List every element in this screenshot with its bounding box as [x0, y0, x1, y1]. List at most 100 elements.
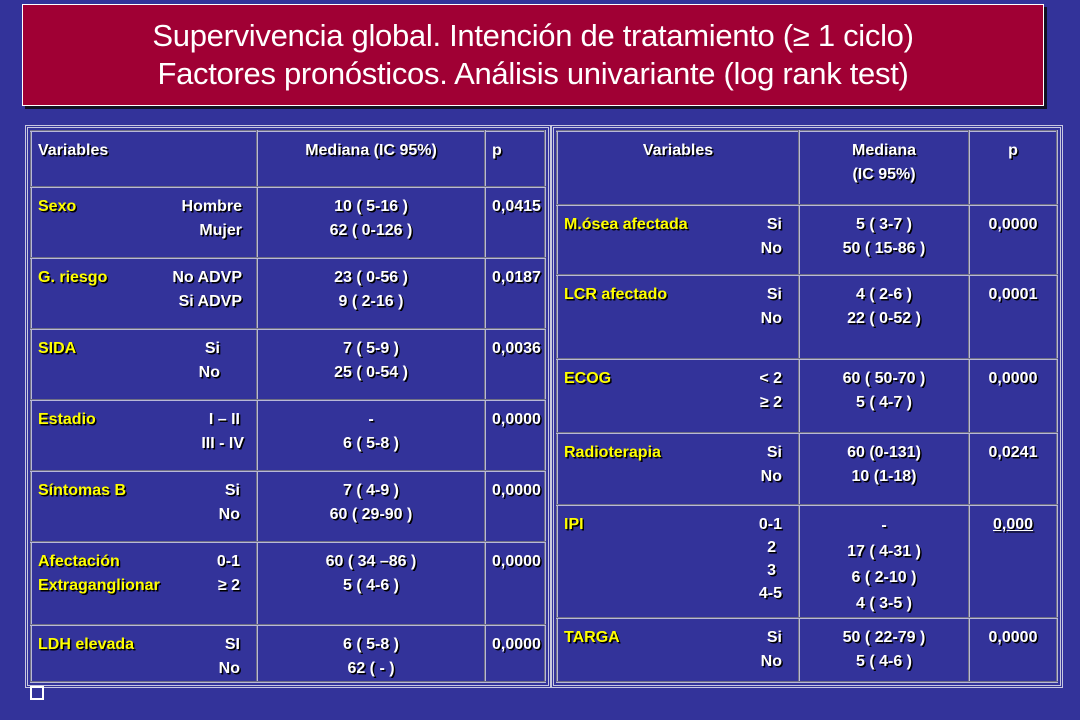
p-value: 0,0241 — [968, 432, 1058, 506]
table-row: TARGA Si No 50 ( 22-79 ) 5 ( 4-6 ) 0,0000 — [556, 617, 1058, 683]
row-label: Sexo — [38, 198, 77, 215]
title-line-2: Factores pronósticos. Análisis univarian… — [157, 56, 909, 91]
row-category: 4-5 — [758, 585, 782, 602]
p-value: 0,000 — [968, 504, 1058, 619]
p-value: 0,0415 — [484, 186, 546, 259]
table-row: Síntomas B Si No 7 ( 4-9 ) 60 ( 29-90 ) 0,… — [30, 470, 546, 543]
row-category: Si — [766, 216, 782, 233]
header-median: Mediana — [851, 142, 916, 159]
median-value: 4 ( 2-6 ) — [855, 286, 912, 303]
table-row: Sexo Hombre Mujer 10 ( 5-16 ) 62 ( 0-126 )… — [30, 186, 546, 259]
median-value: 6 ( 5-8 ) — [342, 636, 399, 653]
row-category: 2 — [767, 539, 776, 556]
row-category: No ADVP — [172, 269, 242, 286]
table-row: G. riesgo No ADVP Si ADVP 23 ( 0-56 ) 9 ( … — [30, 257, 546, 330]
table-header-row: Variables Mediana (IC 95%) p — [556, 130, 1058, 206]
table-row: SIDA Si No 7 ( 5-9 ) 25 ( 0-54 ) 0,0036 — [30, 328, 546, 401]
row-category: Mujer — [199, 222, 242, 239]
median-value: 25 ( 0-54 ) — [334, 364, 408, 381]
median-value: 7 ( 5-9 ) — [342, 340, 399, 357]
header-p: p — [484, 130, 546, 188]
table-row: IPI 0-1 2 3 4-5 - 17 ( 4-31 ) 6 ( 2-10 ) … — [556, 504, 1058, 619]
row-label: LCR afectado — [564, 286, 668, 303]
median-value: 60 ( 34 –86 ) — [325, 553, 417, 570]
header-variables: Variables — [556, 130, 800, 206]
median-value: 6 ( 2-10 ) — [851, 569, 917, 586]
median-value: 60 ( 50-70 ) — [842, 370, 926, 387]
median-value: 23 ( 0-56 ) — [334, 269, 408, 286]
row-label: Estadio — [38, 411, 96, 428]
p-value: 0,0001 — [968, 274, 1058, 360]
median-value: 60 ( 29-90 ) — [329, 506, 413, 523]
median-value: 62 ( 0-126 ) — [329, 222, 413, 239]
median-value: 6 ( 5-8 ) — [342, 435, 399, 452]
row-label: ECOG — [564, 370, 612, 387]
row-category: 0-1 — [758, 516, 782, 533]
row-label: G. riesgo — [38, 269, 108, 286]
row-category: III - IV — [201, 435, 244, 452]
row-category: No — [760, 240, 782, 257]
header-median: Mediana (IC 95%) — [256, 130, 486, 188]
row-label: Síntomas B — [38, 482, 127, 499]
row-category: No — [218, 660, 240, 677]
row-category: 3 — [767, 562, 776, 579]
median-value: 5 ( 3-7 ) — [855, 216, 912, 233]
row-category: ≥ 2 — [217, 577, 240, 594]
p-value: 0,0000 — [484, 541, 546, 626]
title-banner: Supervivencia global. Intención de trata… — [22, 4, 1044, 106]
left-table: Variables Mediana (IC 95%) p Sexo Hombre … — [25, 125, 551, 688]
median-value: 17 ( 4-31 ) — [847, 543, 921, 560]
median-value: 22 ( 0-52 ) — [847, 310, 921, 327]
row-label: Afectación — [38, 553, 120, 570]
row-category: No — [760, 653, 782, 670]
right-table: Variables Mediana (IC 95%) p M.ósea afect… — [551, 125, 1063, 688]
header-p: p — [968, 130, 1058, 206]
median-value: 50 ( 22-79 ) — [842, 629, 926, 646]
median-value: - — [368, 411, 374, 428]
row-label: Radioterapia — [564, 444, 661, 461]
median-value: 4 ( 3-5 ) — [855, 595, 912, 612]
table-row: Radioterapia Si No 60 (0-131) 10 (1-18) 0,… — [556, 432, 1058, 506]
header-variables: Variables — [30, 130, 258, 188]
p-value: 0,0000 — [484, 624, 546, 683]
median-value: - — [881, 517, 887, 534]
row-category: SI — [224, 636, 240, 653]
median-value: 9 ( 2-16 ) — [338, 293, 404, 310]
row-category: < 2 — [759, 370, 782, 387]
row-category: Si — [204, 340, 220, 357]
table-row: M.ósea afectada Si No 5 ( 3-7 ) 50 ( 15-86… — [556, 204, 1058, 276]
header-median-ci: (IC 95%) — [852, 166, 916, 183]
row-category: 0-1 — [216, 553, 240, 570]
row-label: Extraganglionar — [38, 577, 160, 594]
row-category: ≥ 2 — [759, 394, 782, 411]
square-bullet-icon — [30, 686, 44, 700]
median-value: 5 ( 4-6 ) — [342, 577, 399, 594]
row-label: IPI — [564, 516, 584, 533]
table-row: LCR afectado Si No 4 ( 2-6 ) 22 ( 0-52 ) 0… — [556, 274, 1058, 360]
table-row: LDH elevada SI No 6 ( 5-8 ) 62 ( - ) 0,000… — [30, 624, 546, 683]
p-value: 0,0187 — [484, 257, 546, 330]
table-row: Estadio I – II III - IV - 6 ( 5-8 ) 0,0000 — [30, 399, 546, 472]
row-label: LDH elevada — [38, 636, 135, 653]
row-category: I – II — [208, 411, 240, 428]
p-value: 0,0036 — [484, 328, 546, 401]
p-value: 0,0000 — [484, 470, 546, 543]
p-value: 0,0000 — [968, 358, 1058, 434]
row-label: M.ósea afectada — [564, 216, 688, 233]
row-category: No — [218, 506, 240, 523]
row-category: No — [198, 364, 220, 381]
row-category: Si — [766, 286, 782, 303]
row-label: TARGA — [564, 629, 620, 646]
median-value: 62 ( - ) — [347, 660, 395, 677]
p-value: 0,0000 — [968, 617, 1058, 683]
median-value: 10 ( 5-16 ) — [334, 198, 408, 215]
row-category: Si — [224, 482, 240, 499]
row-label: SIDA — [38, 340, 77, 357]
p-value: 0,0000 — [484, 399, 546, 472]
row-category: No — [760, 468, 782, 485]
median-value: 50 ( 15-86 ) — [842, 240, 926, 257]
title-line-1: Supervivencia global. Intención de trata… — [152, 18, 914, 53]
row-category: Si ADVP — [178, 293, 242, 310]
table-row: ECOG < 2 ≥ 2 60 ( 50-70 ) 5 ( 4-7 ) 0,0000 — [556, 358, 1058, 434]
row-category: Hombre — [181, 198, 242, 215]
